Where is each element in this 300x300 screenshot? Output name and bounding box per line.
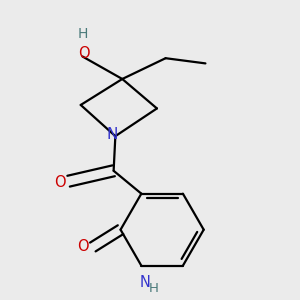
Text: O: O [78,46,90,61]
Text: N: N [107,127,118,142]
Text: N: N [140,275,150,290]
Text: O: O [77,239,89,254]
Text: H: H [148,282,158,295]
Text: O: O [54,176,66,190]
Text: H: H [77,27,88,41]
